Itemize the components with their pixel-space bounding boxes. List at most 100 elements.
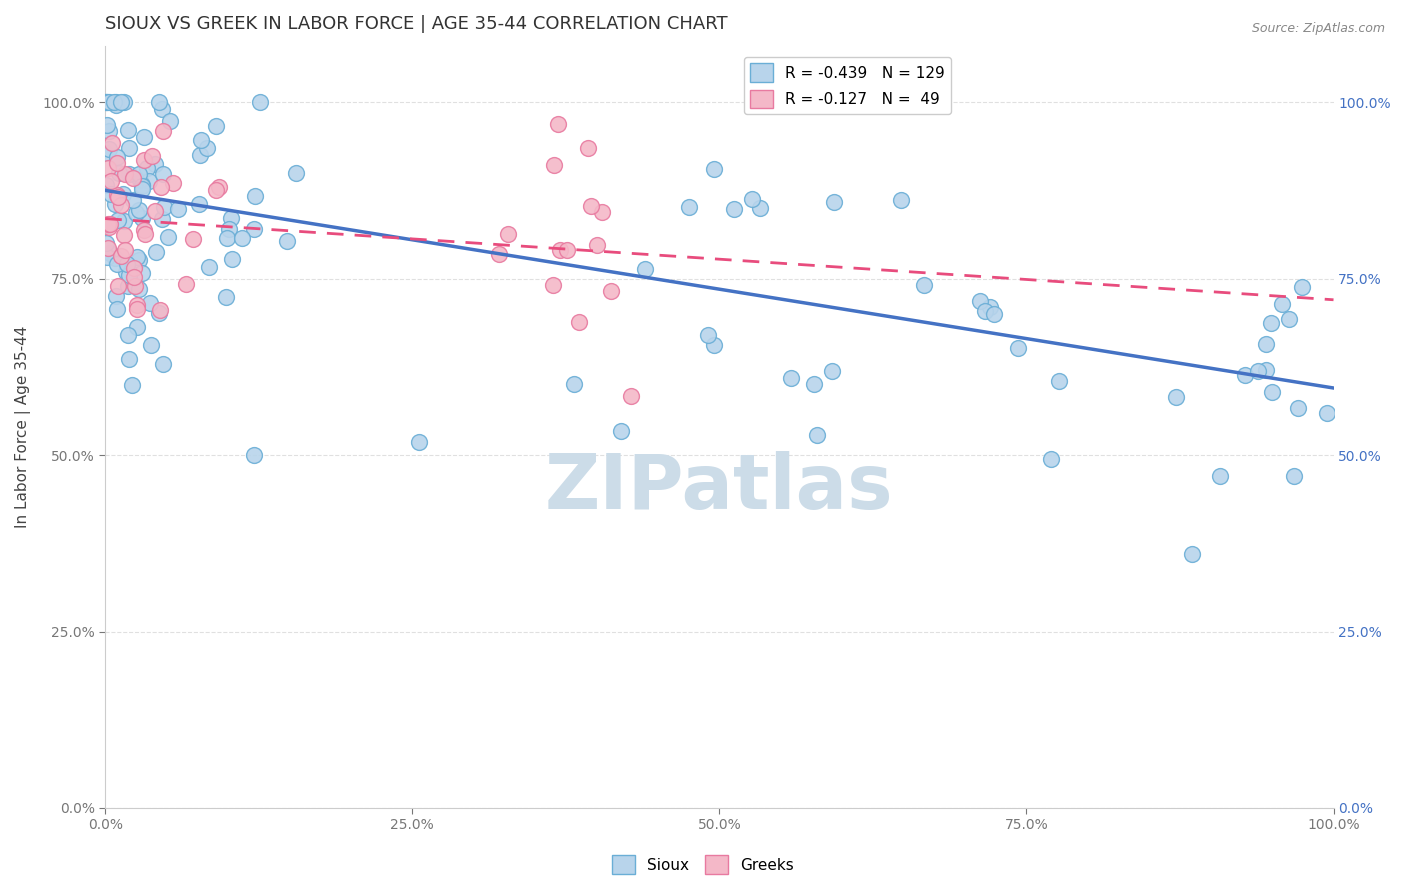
Point	[125, 298, 148, 312]
Point	[159, 113, 181, 128]
Point	[121, 193, 143, 207]
Point	[1007, 341, 1029, 355]
Point	[124, 261, 146, 276]
Point	[125, 206, 148, 220]
Point	[150, 179, 173, 194]
Point	[723, 202, 745, 216]
Point	[105, 150, 128, 164]
Point	[1164, 390, 1187, 404]
Point	[221, 252, 243, 266]
Point	[1254, 337, 1277, 351]
Point	[215, 290, 238, 304]
Point	[145, 244, 167, 259]
Point	[118, 141, 141, 155]
Point	[112, 186, 135, 201]
Point	[1246, 364, 1268, 378]
Point	[803, 377, 825, 392]
Point	[98, 217, 121, 231]
Point	[242, 448, 264, 462]
Point	[610, 424, 633, 438]
Point	[1260, 384, 1282, 399]
Point	[1256, 363, 1278, 377]
Point	[112, 214, 135, 228]
Point	[174, 277, 197, 291]
Point	[97, 241, 120, 255]
Point	[188, 148, 211, 162]
Point	[243, 189, 266, 203]
Point	[128, 282, 150, 296]
Point	[408, 434, 430, 449]
Point	[152, 124, 174, 138]
Point	[697, 328, 720, 343]
Point	[122, 170, 145, 185]
Point	[568, 315, 591, 329]
Point	[117, 327, 139, 342]
Point	[97, 124, 120, 138]
Point	[110, 249, 132, 263]
Point	[1181, 547, 1204, 561]
Point	[221, 211, 243, 226]
Point	[152, 167, 174, 181]
Point	[979, 300, 1001, 314]
Point	[242, 222, 264, 236]
Point	[96, 95, 118, 110]
Point	[1040, 451, 1063, 466]
Point	[195, 141, 218, 155]
Point	[149, 303, 172, 318]
Y-axis label: In Labor Force | Age 35-44: In Labor Force | Age 35-44	[15, 326, 31, 528]
Point	[703, 338, 725, 352]
Text: Source: ZipAtlas.com: Source: ZipAtlas.com	[1251, 22, 1385, 36]
Point	[117, 123, 139, 137]
Point	[131, 211, 153, 225]
Point	[141, 149, 163, 163]
Point	[105, 187, 128, 202]
Point	[135, 161, 157, 176]
Point	[1233, 368, 1256, 382]
Point	[741, 192, 763, 206]
Point	[124, 278, 146, 293]
Point	[107, 213, 129, 227]
Point	[96, 250, 118, 264]
Point	[1278, 312, 1301, 326]
Point	[205, 182, 228, 196]
Point	[97, 217, 120, 231]
Point	[94, 145, 117, 160]
Point	[231, 231, 253, 245]
Point	[131, 267, 153, 281]
Point	[1291, 280, 1313, 294]
Text: SIOUX VS GREEK IN LABOR FORCE | AGE 35-44 CORRELATION CHART: SIOUX VS GREEK IN LABOR FORCE | AGE 35-4…	[105, 15, 728, 33]
Point	[218, 222, 240, 236]
Point	[620, 389, 643, 403]
Point	[129, 173, 152, 187]
Point	[914, 278, 936, 293]
Point	[591, 205, 613, 219]
Point	[94, 236, 117, 251]
Point	[117, 278, 139, 293]
Point	[152, 358, 174, 372]
Point	[586, 237, 609, 252]
Point	[547, 117, 569, 131]
Point	[166, 202, 188, 217]
Point	[498, 227, 520, 241]
Point	[678, 200, 700, 214]
Point	[128, 203, 150, 218]
Point	[141, 338, 163, 352]
Point	[121, 377, 143, 392]
Point	[1260, 316, 1282, 330]
Point	[112, 95, 135, 110]
Point	[96, 119, 118, 133]
Point	[117, 257, 139, 271]
Point	[125, 320, 148, 334]
Point	[276, 234, 298, 248]
Point	[98, 246, 121, 260]
Point	[132, 223, 155, 237]
Point	[96, 95, 118, 110]
Point	[98, 142, 121, 156]
Point	[110, 198, 132, 212]
Point	[890, 193, 912, 207]
Point	[578, 141, 600, 155]
Point	[100, 186, 122, 201]
Point	[150, 102, 173, 116]
Point	[118, 268, 141, 283]
Point	[97, 161, 120, 175]
